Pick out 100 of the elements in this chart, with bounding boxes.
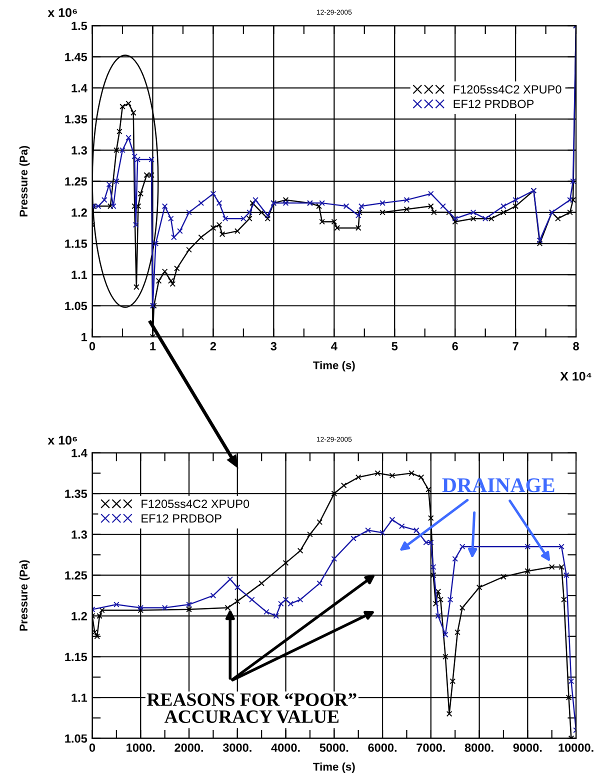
point (548, 564, 555, 570)
point (114, 147, 120, 154)
point (404, 197, 410, 203)
point (120, 147, 126, 154)
point (408, 470, 414, 476)
y-axis-title: Pressure (Pa) (19, 560, 30, 631)
point (440, 203, 446, 210)
point (316, 580, 323, 586)
x-tick-label: 6000. (368, 743, 396, 752)
y-tick-label: 1.2 (72, 612, 87, 620)
point (446, 710, 452, 717)
point (428, 190, 434, 197)
point (380, 209, 386, 216)
x-tick-label: 1000. (126, 743, 155, 752)
point (350, 536, 356, 542)
point (500, 209, 506, 216)
point (282, 560, 289, 566)
point (222, 216, 228, 222)
point (319, 218, 325, 225)
point (252, 197, 258, 203)
y-tick-label: 1.35 (65, 115, 88, 124)
point (134, 156, 141, 162)
point (558, 564, 564, 570)
point (568, 678, 574, 684)
y-tick-label: 1.4 (72, 84, 88, 92)
x-tick-label: 8 (573, 342, 579, 350)
point (234, 584, 240, 590)
x-tick-label: 5 (392, 342, 398, 350)
point (442, 632, 448, 638)
y-tick-label: 1.2 (72, 208, 87, 217)
point (470, 216, 476, 222)
point (442, 654, 448, 660)
y-tick-label: 1.5 (72, 22, 88, 30)
point (162, 203, 168, 210)
y-tick-label: 1.05 (65, 302, 88, 310)
point (536, 240, 543, 246)
x-tick-label: 10000. (558, 743, 594, 752)
point (447, 596, 454, 603)
point (210, 190, 216, 197)
x-tick-label: 2 (210, 342, 216, 350)
point (264, 216, 271, 222)
point (132, 153, 138, 160)
point (216, 222, 222, 228)
point (404, 206, 410, 212)
point (389, 516, 396, 523)
point (365, 527, 371, 534)
point (432, 600, 439, 607)
x-tick-label: 4000. (271, 743, 300, 752)
x-axis-title: Time (s) (313, 762, 355, 773)
point (476, 584, 482, 590)
point (99, 607, 105, 614)
point (307, 531, 313, 538)
point (452, 216, 458, 222)
point (570, 197, 576, 203)
x-tick-label: 8000. (464, 743, 494, 752)
point (126, 100, 132, 106)
point (567, 197, 573, 203)
legend-label: F1205ss4C2 XPUP0 (142, 500, 250, 508)
text: X 10⁴ (560, 372, 592, 381)
x-tick-label: 1 (150, 342, 156, 350)
annotation: REASONS FOR “POOR” ACCURACY VALUE (147, 693, 356, 724)
point (219, 231, 226, 238)
y-tick-label: 1.3 (72, 530, 87, 539)
x-tick-label: 6 (452, 342, 458, 350)
point (482, 216, 488, 222)
point (156, 278, 162, 284)
point (186, 246, 192, 253)
point (210, 592, 216, 598)
point (297, 596, 304, 603)
point (168, 278, 174, 284)
point (355, 225, 362, 231)
point (120, 104, 126, 110)
y-tick-label: 1.3 (72, 146, 87, 155)
point (512, 203, 518, 210)
point (459, 544, 466, 550)
point (524, 568, 531, 574)
text: x 10⁶ (48, 8, 77, 17)
y-tick-label: 1 (82, 333, 88, 342)
point (138, 190, 144, 197)
point (198, 200, 204, 206)
point (450, 678, 456, 684)
point (258, 580, 264, 586)
point (234, 598, 240, 604)
point (343, 203, 350, 210)
x-tick-label: 3 (270, 342, 277, 350)
point (94, 633, 100, 640)
point (114, 602, 120, 608)
point (95, 203, 102, 210)
point (438, 596, 444, 603)
point (282, 200, 289, 206)
point (316, 203, 322, 210)
x-tick-label: 3000. (222, 743, 252, 752)
point (561, 596, 567, 603)
point (162, 604, 168, 611)
point (288, 600, 294, 607)
point (380, 530, 386, 536)
y-tick-label: 1.15 (65, 240, 88, 248)
point (316, 519, 323, 526)
point (133, 284, 140, 290)
point (186, 602, 192, 608)
